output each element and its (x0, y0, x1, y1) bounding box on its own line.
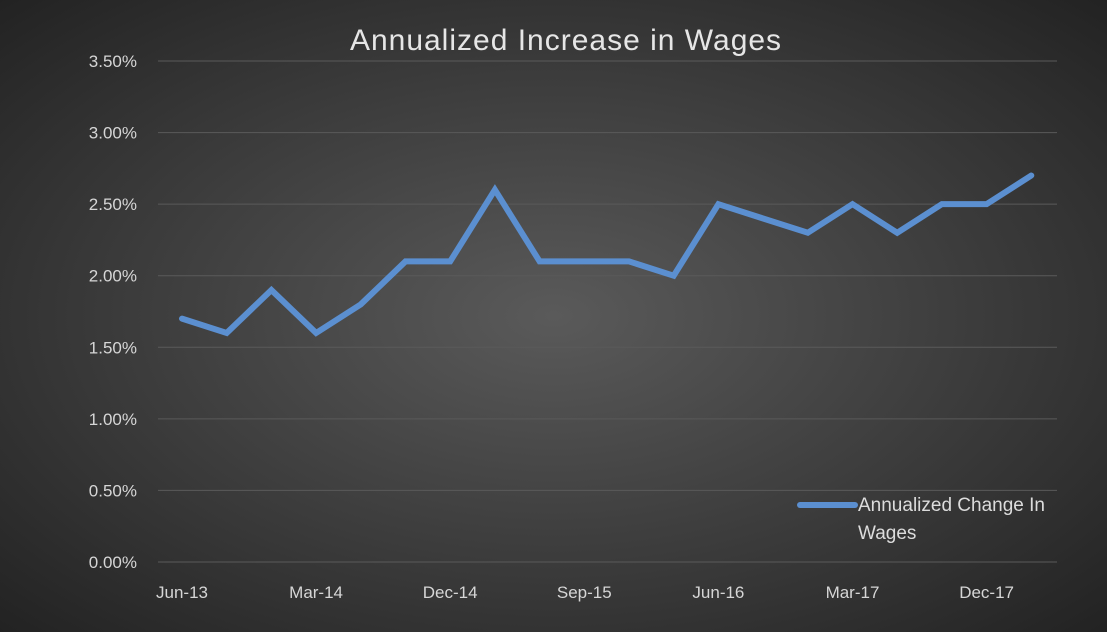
x-tick-label: Dec-14 (423, 583, 478, 602)
series-line (179, 172, 1035, 337)
y-tick-label: 1.00% (89, 410, 137, 429)
y-tick-label: 0.50% (89, 481, 137, 500)
x-tick-label: Mar-14 (289, 583, 343, 602)
y-tick-label: 3.50% (89, 52, 137, 71)
legend-label: Annualized Change In (858, 495, 1045, 516)
y-tick-label: 3.00% (89, 124, 137, 143)
gridlines (158, 60, 1057, 563)
x-tick-label: Jun-16 (692, 583, 744, 602)
y-tick-label: 2.50% (89, 195, 137, 214)
legend: Annualized Change In Wages (797, 495, 1045, 544)
chart-title: Annualized Increase in Wages (350, 24, 782, 57)
y-tick-label: 2.00% (89, 267, 137, 286)
y-tick-label: 0.00% (89, 553, 137, 572)
x-tick-label: Mar-17 (826, 583, 880, 602)
x-tick-label: Jun-13 (156, 583, 208, 602)
x-tick-label: Dec-17 (959, 583, 1014, 602)
x-tick-label: Sep-15 (557, 583, 612, 602)
y-tick-label: 1.50% (89, 338, 137, 357)
x-axis-ticks: Jun-13 Mar-14 Dec-14 Sep-15 Jun-16 Mar-17 Dec-… (156, 583, 1014, 602)
legend-label: Wages (858, 523, 916, 544)
series-layer (179, 172, 1035, 337)
y-axis-ticks: 0.00% 0.50% 1.00% 1.50% 2.00% 2.50% 3.00% 3.50% (89, 52, 137, 572)
